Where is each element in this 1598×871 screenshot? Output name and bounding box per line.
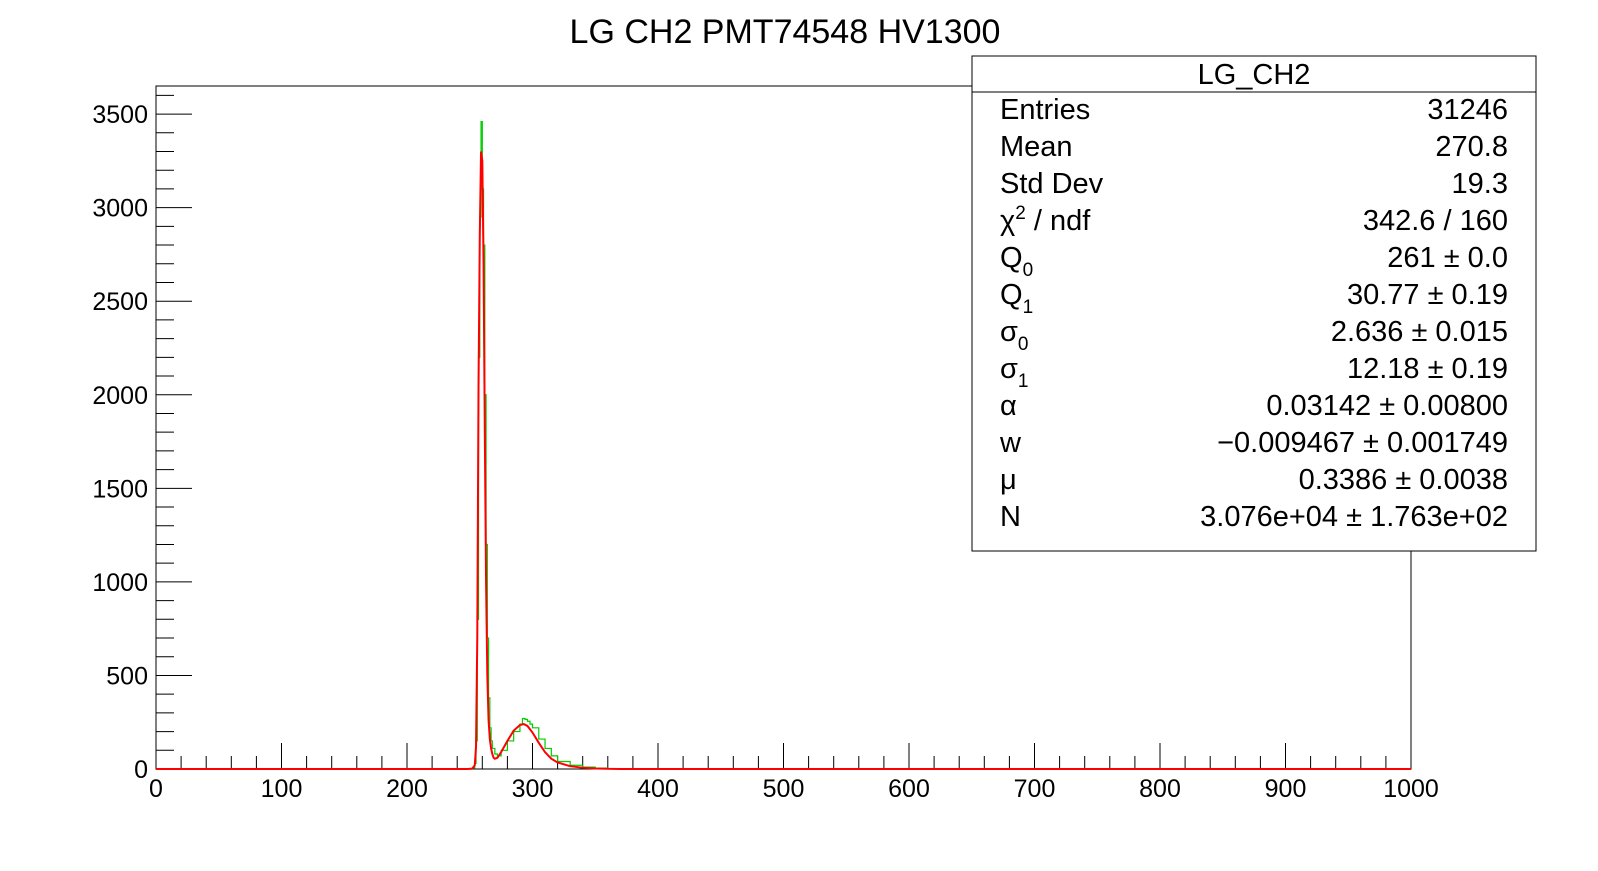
stats-row-label: χ2 / ndf [1000,203,1091,237]
x-axis: 0 100 200 300 400 500 600 700 800 900 1000 [149,743,1439,803]
stats-row-value: 31246 [1427,94,1508,126]
y-tick-label: 1000 [92,569,148,597]
stats-row-label: Mean [1000,131,1073,163]
x-tick-label: 900 [1265,775,1307,803]
stats-row-value: 342.6 / 160 [1363,205,1508,237]
x-tick-label: 300 [512,775,554,803]
stats-row-label: Entries [1000,94,1090,126]
stats-row-value: 12.18 ± 0.19 [1347,353,1508,385]
y-tick-label: 500 [106,662,148,690]
stats-row-label: μ [1000,464,1017,496]
stats-row-label: Q1 [1000,279,1033,318]
stats-row-label: Std Dev [1000,168,1104,200]
stats-box-header: LG_CH2 [1198,59,1311,91]
stats-box-frame [971,55,1537,552]
x-tick-label: 600 [888,775,930,803]
stats-row-value: 261 ± 0.0 [1387,242,1508,274]
stats-row-value: 19.3 [1452,168,1508,200]
series-layer [156,120,1411,770]
stats-row-value: 0.03142 ± 0.00800 [1266,390,1508,422]
x-tick-label: 700 [1014,775,1056,803]
stats-row-label: σ0 [1000,316,1028,355]
stats-box: LG_CH2 Entries 31246 Mean 270.8 Std Dev 19.3 χ2… [971,55,1537,552]
x-tick-label: 800 [1139,775,1181,803]
y-tick-label: 2000 [92,382,148,410]
fit-curve-series [156,151,1411,770]
y-tick-label: 1500 [92,475,148,503]
x-tick-label: 200 [386,775,428,803]
x-tick-label: 0 [149,775,163,803]
chart-title: LG CH2 PMT74548 HV1300 [570,13,1001,51]
stats-row-value: 3.076e+04 ± 1.763e+02 [1200,501,1508,533]
stats-row-label: N [1000,501,1021,533]
x-tick-label: 500 [763,775,805,803]
y-tick-label: 0 [134,756,148,784]
stats-row-value: 30.77 ± 0.19 [1347,279,1508,311]
y-tick-label: 3000 [92,195,148,223]
stats-row-value: 0.3386 ± 0.0038 [1299,464,1508,496]
x-tick-label: 400 [637,775,679,803]
y-tick-label: 3500 [92,101,148,129]
stats-row-label: w [999,427,1022,459]
stats-row-label: α [1000,390,1017,422]
x-tick-label: 100 [261,775,303,803]
y-axis: 0 500 1000 1500 2000 2500 3000 3500 [92,94,192,784]
x-tick-label: 1000 [1383,775,1439,803]
stats-row-value: −0.009467 ± 0.001749 [1217,427,1508,459]
y-tick-label: 2500 [92,288,148,316]
stats-row-label: Q0 [1000,242,1033,281]
stats-row-value: 270.8 [1435,131,1508,163]
stats-row-value: 2.636 ± 0.015 [1331,316,1508,348]
stats-row-label: σ1 [1000,353,1028,392]
